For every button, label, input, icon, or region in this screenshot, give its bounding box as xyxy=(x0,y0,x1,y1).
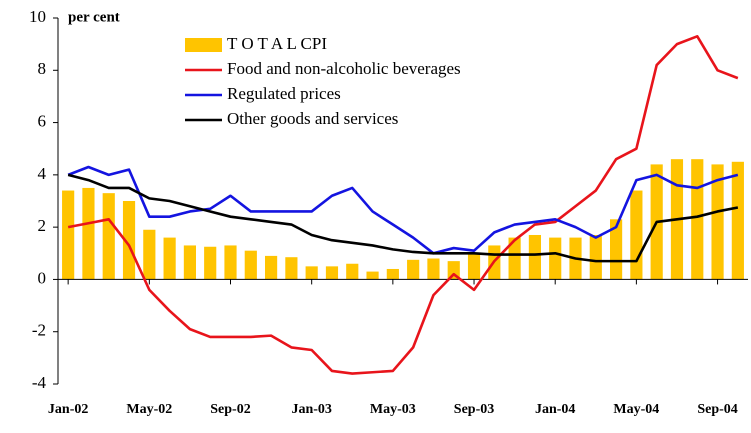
y-tick-label: -4 xyxy=(32,373,47,392)
x-tick-label: Jan-02 xyxy=(48,402,88,417)
bar xyxy=(711,164,724,280)
bar xyxy=(82,187,95,280)
line xyxy=(67,173,739,263)
bar xyxy=(62,190,75,280)
line xyxy=(67,165,739,255)
legend-label: T O T A L CPI xyxy=(227,34,327,53)
bar xyxy=(447,261,460,280)
bar xyxy=(386,268,399,280)
bar xyxy=(102,193,115,280)
y-axis-label: per cent xyxy=(68,9,120,25)
bar xyxy=(305,266,318,280)
bar xyxy=(325,266,339,280)
bar xyxy=(122,201,136,280)
x-tick-label: Sep-03 xyxy=(454,402,494,417)
bar xyxy=(528,234,541,280)
x-tick-label: May-02 xyxy=(126,402,172,417)
bar xyxy=(244,250,257,280)
x-tick-label: Sep-02 xyxy=(210,402,250,417)
y-tick-label: 4 xyxy=(38,164,47,183)
bar xyxy=(366,271,379,280)
y-tick-label: 2 xyxy=(38,216,47,235)
y-tick-label: 8 xyxy=(38,59,47,78)
x-tick-label: Jan-03 xyxy=(291,402,331,417)
bar xyxy=(589,234,602,280)
bar xyxy=(467,253,481,280)
x-tick-label: May-04 xyxy=(613,402,659,417)
legend-label: Food and non-alcoholic beverages xyxy=(227,59,461,78)
line xyxy=(67,35,739,375)
legend-swatch xyxy=(185,38,222,52)
x-tick-label: Jan-04 xyxy=(535,402,575,417)
bar xyxy=(630,190,643,280)
bar xyxy=(508,237,521,280)
legend-label: Other goods and services xyxy=(227,109,398,128)
y-tick-label: 6 xyxy=(38,111,47,130)
x-tick-label: May-03 xyxy=(370,402,416,417)
bar xyxy=(549,237,562,280)
bar xyxy=(285,257,298,280)
bar xyxy=(731,161,744,280)
x-tick-label: Sep-04 xyxy=(697,402,737,417)
bar xyxy=(427,258,440,280)
legend-label: Regulated prices xyxy=(227,84,341,103)
bar xyxy=(610,219,623,280)
y-tick-label: -2 xyxy=(32,321,46,340)
bar xyxy=(183,245,196,280)
bar xyxy=(346,263,359,280)
y-tick-label: 0 xyxy=(38,268,47,287)
bar xyxy=(163,237,176,280)
bar xyxy=(224,245,237,280)
bar xyxy=(143,229,156,280)
bar xyxy=(265,255,278,280)
y-tick-label: 10 xyxy=(29,7,46,26)
bar xyxy=(204,246,217,280)
bar xyxy=(691,159,704,280)
bar xyxy=(407,259,420,280)
